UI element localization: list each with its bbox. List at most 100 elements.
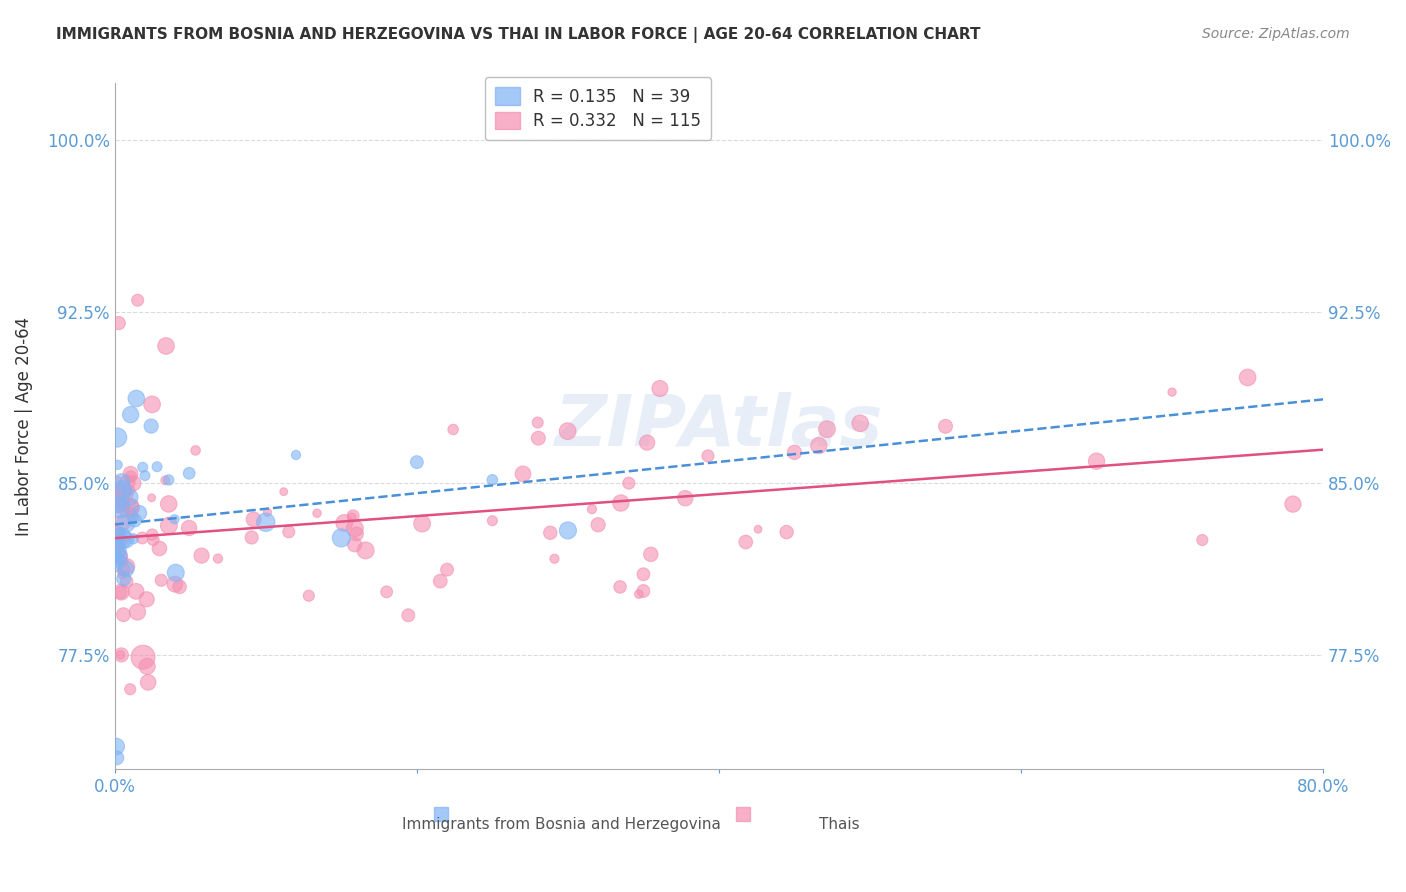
Point <box>107 458 129 472</box>
Point <box>111 534 134 549</box>
Point <box>1161 385 1184 400</box>
Point <box>115 516 138 530</box>
Point <box>538 525 561 540</box>
Point <box>155 339 177 353</box>
Point <box>165 566 187 580</box>
Point <box>343 538 366 552</box>
Point <box>346 527 368 541</box>
Text: Source: ZipAtlas.com: Source: ZipAtlas.com <box>1202 27 1350 41</box>
Point <box>105 528 128 542</box>
Point <box>120 469 142 483</box>
Point <box>117 487 139 501</box>
Point <box>627 587 650 601</box>
Point <box>330 531 353 545</box>
Point <box>184 443 207 458</box>
Point <box>747 522 769 536</box>
Point <box>111 493 134 508</box>
Point <box>783 445 806 459</box>
Point <box>150 574 173 588</box>
Point <box>121 505 143 519</box>
Text: Immigrants from Bosnia and Herzegovina: Immigrants from Bosnia and Herzegovina <box>402 817 721 832</box>
Point <box>111 516 134 530</box>
Point <box>112 554 135 568</box>
Point <box>114 533 136 547</box>
Point <box>307 506 329 520</box>
Point <box>343 521 366 535</box>
Point <box>131 531 153 545</box>
Point <box>110 532 132 546</box>
Point <box>697 449 720 463</box>
Point <box>142 533 165 547</box>
Point <box>436 563 458 577</box>
Point <box>111 567 134 582</box>
Text: IMMIGRANTS FROM BOSNIA AND HERZEGOVINA VS THAI IN LABOR FORCE | AGE 20-64 CORREL: IMMIGRANTS FROM BOSNIA AND HERZEGOVINA V… <box>56 27 981 43</box>
Point <box>112 572 135 586</box>
Point <box>633 584 655 599</box>
Point <box>110 585 132 599</box>
Point <box>396 608 419 623</box>
Point <box>112 607 135 622</box>
Point <box>105 483 128 498</box>
Point <box>1085 454 1108 468</box>
Point <box>105 525 128 540</box>
Point <box>163 512 186 526</box>
Point <box>112 563 135 577</box>
Point <box>277 524 299 539</box>
Point <box>107 484 129 499</box>
Point <box>105 543 128 558</box>
Point <box>120 467 142 481</box>
Point <box>157 518 180 533</box>
Point <box>849 417 872 431</box>
Point <box>108 549 131 564</box>
Point <box>110 648 132 662</box>
Point <box>557 524 579 538</box>
Point <box>110 498 132 512</box>
Point <box>179 467 201 481</box>
Point <box>132 460 155 475</box>
Point <box>333 516 356 530</box>
Point <box>190 549 212 563</box>
Point <box>775 525 797 540</box>
Point <box>543 551 565 566</box>
Point <box>120 499 142 513</box>
Point <box>273 484 295 499</box>
Point <box>118 490 141 504</box>
Point <box>105 491 128 506</box>
Point <box>141 397 163 411</box>
Point <box>105 498 128 512</box>
Point <box>141 527 163 541</box>
Point <box>298 589 321 603</box>
Point <box>141 491 163 505</box>
Point <box>527 431 550 445</box>
Point <box>429 574 451 589</box>
Point <box>734 535 756 549</box>
Point <box>340 510 363 524</box>
Point <box>110 585 132 599</box>
Point <box>148 541 170 556</box>
Point <box>405 455 427 469</box>
Point <box>441 422 464 436</box>
Point <box>512 467 534 481</box>
Point <box>108 529 131 543</box>
Point <box>1236 370 1258 384</box>
Point <box>120 682 142 697</box>
Point <box>117 475 139 490</box>
Point <box>636 435 658 450</box>
Point <box>169 580 191 594</box>
Point <box>157 473 180 487</box>
Point <box>481 473 503 487</box>
Point <box>125 584 148 599</box>
Point <box>633 567 655 582</box>
Point <box>256 505 278 519</box>
Point <box>108 553 131 567</box>
Point <box>673 491 696 506</box>
Point <box>134 468 156 483</box>
Point <box>135 592 157 607</box>
Point <box>136 659 159 673</box>
Point <box>136 675 159 690</box>
Point <box>105 430 128 444</box>
Point <box>354 543 377 558</box>
Point <box>163 577 186 591</box>
Point <box>139 419 162 434</box>
Point <box>111 483 134 497</box>
